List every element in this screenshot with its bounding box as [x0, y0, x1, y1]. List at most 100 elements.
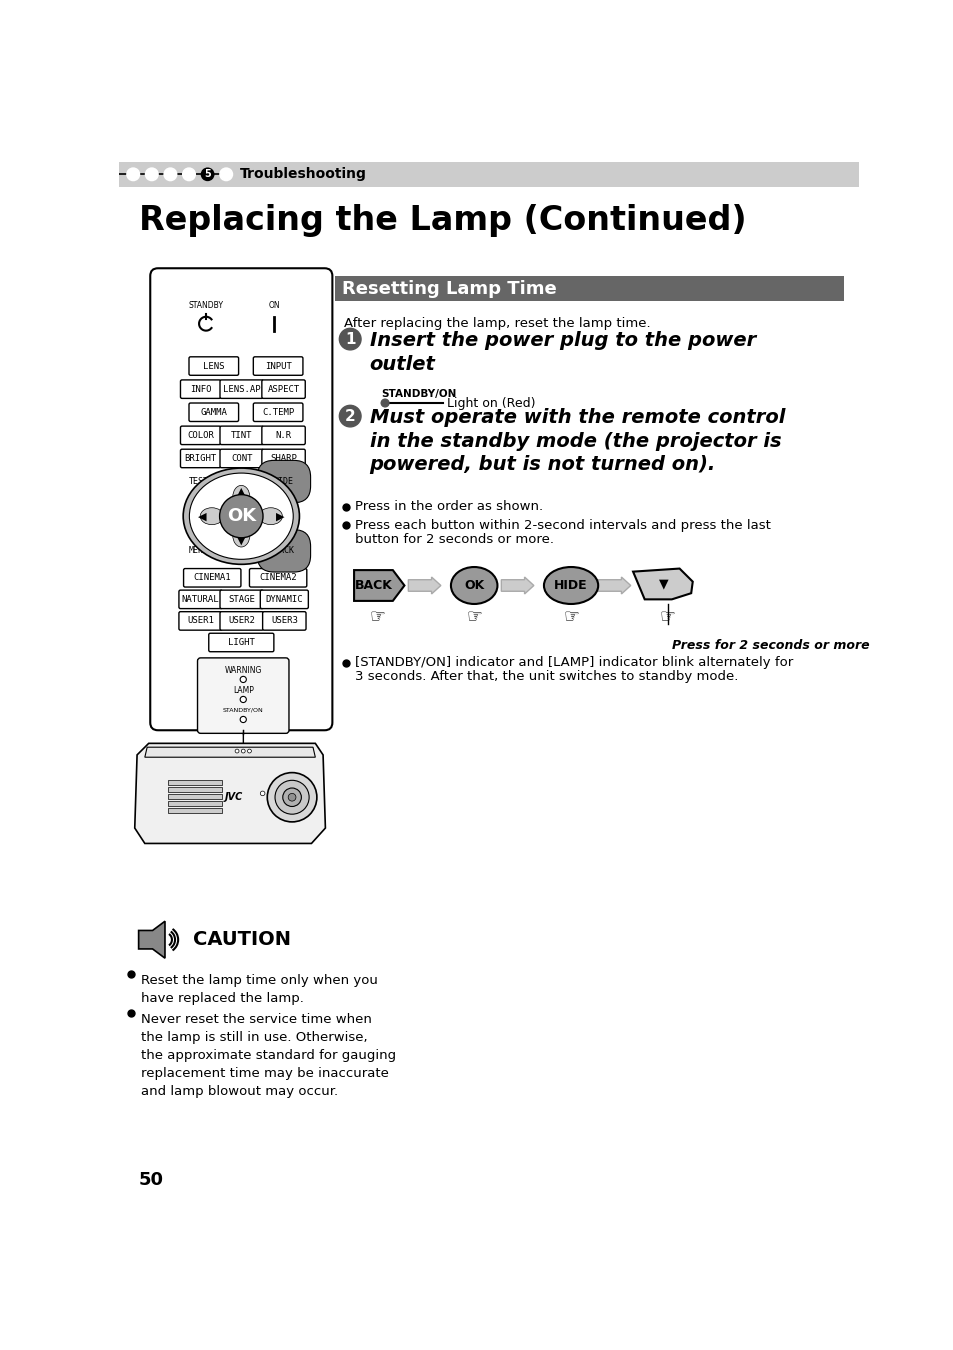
- Ellipse shape: [259, 508, 282, 525]
- Ellipse shape: [183, 468, 299, 564]
- Ellipse shape: [190, 472, 293, 559]
- Text: ▲: ▲: [236, 486, 245, 497]
- Text: OK: OK: [227, 508, 255, 525]
- Text: STANDBY/ON: STANDBY/ON: [223, 707, 263, 713]
- Polygon shape: [633, 568, 692, 599]
- FancyBboxPatch shape: [253, 356, 303, 375]
- Text: CONT: CONT: [231, 454, 253, 463]
- Circle shape: [267, 772, 316, 822]
- Text: CINEMA1: CINEMA1: [193, 574, 231, 582]
- Ellipse shape: [233, 524, 250, 547]
- FancyBboxPatch shape: [168, 787, 222, 792]
- FancyBboxPatch shape: [168, 780, 222, 784]
- Text: STAGE: STAGE: [228, 595, 254, 603]
- Text: CINEMA2: CINEMA2: [259, 574, 296, 582]
- Polygon shape: [145, 747, 315, 757]
- Ellipse shape: [200, 508, 223, 525]
- Text: Light on (Red): Light on (Red): [447, 397, 535, 409]
- Text: USER2: USER2: [228, 617, 254, 625]
- Text: SHARP: SHARP: [270, 454, 296, 463]
- Circle shape: [274, 780, 309, 814]
- Text: C.TEMP: C.TEMP: [262, 408, 294, 417]
- Circle shape: [201, 169, 213, 181]
- FancyBboxPatch shape: [180, 379, 220, 398]
- Ellipse shape: [451, 567, 497, 603]
- FancyBboxPatch shape: [261, 450, 305, 467]
- FancyBboxPatch shape: [262, 612, 306, 630]
- Text: BACK: BACK: [274, 547, 294, 555]
- Circle shape: [183, 169, 195, 181]
- Circle shape: [193, 312, 218, 336]
- Text: After replacing the lamp, reset the lamp time.: After replacing the lamp, reset the lamp…: [344, 317, 650, 329]
- FancyBboxPatch shape: [197, 657, 289, 733]
- Text: button for 2 seconds or more.: button for 2 seconds or more.: [355, 533, 554, 545]
- Text: TINT: TINT: [231, 431, 253, 440]
- FancyBboxPatch shape: [220, 590, 263, 609]
- Text: BRIGHT: BRIGHT: [184, 454, 216, 463]
- Text: STANDBY/ON: STANDBY/ON: [381, 389, 456, 400]
- Text: Press each button within 2-second intervals and press the last: Press each button within 2-second interv…: [355, 518, 770, 532]
- Text: ASPECT: ASPECT: [267, 385, 299, 394]
- Circle shape: [234, 749, 239, 753]
- Text: LIGHT: LIGHT: [228, 639, 254, 647]
- Text: Press in the order as shown.: Press in the order as shown.: [355, 501, 542, 513]
- Circle shape: [240, 676, 246, 683]
- Text: CAUTION: CAUTION: [193, 930, 291, 949]
- FancyBboxPatch shape: [261, 427, 305, 444]
- FancyBboxPatch shape: [209, 633, 274, 652]
- FancyBboxPatch shape: [179, 590, 222, 609]
- Text: USER3: USER3: [271, 617, 297, 625]
- Circle shape: [164, 169, 176, 181]
- FancyBboxPatch shape: [261, 379, 305, 398]
- Ellipse shape: [543, 567, 598, 603]
- FancyBboxPatch shape: [180, 450, 220, 467]
- Polygon shape: [138, 921, 165, 958]
- Polygon shape: [134, 744, 325, 844]
- Text: Must operate with the remote control
in the standby mode (the projector is
power: Must operate with the remote control in …: [369, 409, 784, 474]
- FancyBboxPatch shape: [220, 612, 263, 630]
- Text: Troubleshooting: Troubleshooting: [240, 167, 367, 181]
- Text: Never reset the service time when
the lamp is still in use. Otherwise,
the appro: Never reset the service time when the la…: [141, 1012, 395, 1098]
- Text: LENS.AP: LENS.AP: [223, 385, 260, 394]
- FancyBboxPatch shape: [189, 356, 238, 375]
- Text: 50: 50: [138, 1170, 164, 1189]
- Text: JVC: JVC: [225, 792, 243, 802]
- FancyBboxPatch shape: [253, 404, 303, 421]
- Polygon shape: [354, 570, 404, 601]
- Text: 2: 2: [344, 409, 355, 424]
- Bar: [119, 162, 858, 186]
- Circle shape: [282, 788, 301, 806]
- FancyBboxPatch shape: [220, 427, 263, 444]
- Text: Reset the lamp time only when you
have replaced the lamp.: Reset the lamp time only when you have r…: [141, 975, 377, 1006]
- Text: N.R: N.R: [275, 431, 292, 440]
- FancyBboxPatch shape: [168, 794, 222, 799]
- Text: GAMMA: GAMMA: [200, 408, 227, 417]
- FancyBboxPatch shape: [179, 612, 222, 630]
- Text: COLOR: COLOR: [187, 431, 213, 440]
- Text: 3 seconds. After that, the unit switches to standby mode.: 3 seconds. After that, the unit switches…: [355, 670, 738, 683]
- Text: HIDE: HIDE: [554, 579, 587, 593]
- FancyArrow shape: [598, 576, 630, 594]
- Bar: [335, 275, 843, 301]
- Text: INPUT: INPUT: [264, 362, 292, 370]
- Text: ▼: ▼: [659, 578, 668, 590]
- Text: ☞: ☞: [562, 608, 578, 625]
- Text: USER1: USER1: [187, 617, 213, 625]
- FancyBboxPatch shape: [168, 801, 222, 806]
- FancyBboxPatch shape: [249, 568, 307, 587]
- Circle shape: [381, 400, 389, 406]
- Text: MENU: MENU: [189, 547, 209, 555]
- Text: WARNING: WARNING: [224, 666, 262, 675]
- Text: ▶: ▶: [275, 512, 284, 521]
- Circle shape: [220, 169, 233, 181]
- Text: ON: ON: [268, 301, 280, 309]
- Circle shape: [261, 312, 286, 336]
- FancyBboxPatch shape: [260, 590, 308, 609]
- Text: 1: 1: [345, 332, 355, 347]
- FancyBboxPatch shape: [168, 809, 222, 813]
- Circle shape: [241, 749, 245, 753]
- Circle shape: [219, 494, 263, 537]
- Circle shape: [127, 169, 139, 181]
- Text: INFO: INFO: [190, 385, 212, 394]
- Text: Insert the power plug to the power
outlet: Insert the power plug to the power outle…: [369, 331, 755, 374]
